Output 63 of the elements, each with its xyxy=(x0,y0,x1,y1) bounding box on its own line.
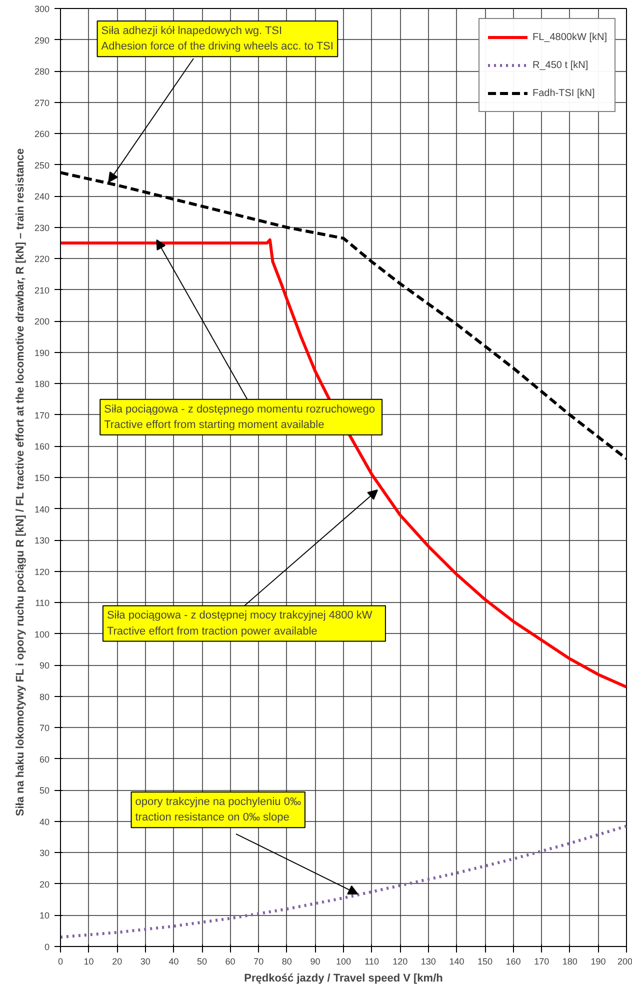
y-tick-label: 240 xyxy=(34,192,50,202)
y-tick-label: 0 xyxy=(44,942,50,952)
legend-label: R_450 t [kN] xyxy=(532,60,588,70)
x-tick-label: 140 xyxy=(449,956,464,966)
y-tick-label: 280 xyxy=(34,66,50,77)
x-tick-label: 70 xyxy=(254,956,264,966)
y-tick-label: 70 xyxy=(39,723,50,734)
y-tick-label: 140 xyxy=(34,504,50,514)
y-tick-label: 180 xyxy=(34,379,50,390)
x-tick-label: 60 xyxy=(225,956,236,966)
annotation: opory trakcyjne na pochyleniu 0‰ traction resistance on 0‰ slope xyxy=(135,796,301,824)
y-tick-label: 190 xyxy=(34,348,50,358)
y-tick-label: 260 xyxy=(34,129,50,140)
x-tick-label: 180 xyxy=(562,956,578,966)
x-tick-label: 160 xyxy=(506,956,521,966)
y-tick-label: 110 xyxy=(35,598,50,608)
x-tick-label: 80 xyxy=(282,956,292,966)
x-tick-label: 150 xyxy=(477,956,493,966)
y-tick-label: 170 xyxy=(34,410,50,420)
y-tick-label: 160 xyxy=(34,442,50,452)
y-tick-label: 90 xyxy=(39,660,50,671)
y-tick-label: 150 xyxy=(34,473,50,483)
annotation: Siła pociągowa - z dostępnego momentu rozruchowego Tractive effort from starting moment available xyxy=(104,403,376,431)
y-tick-label: 120 xyxy=(34,566,50,577)
y-tick-label: 290 xyxy=(34,35,50,46)
y-tick-label: 200 xyxy=(34,316,50,327)
y-tick-label: 20 xyxy=(39,879,50,890)
y-tick-label: 230 xyxy=(34,222,50,233)
x-tick-label: 20 xyxy=(112,956,122,966)
y-tick-label: 130 xyxy=(34,536,50,546)
annotation: Siła adhezji kół lnapedowych wg. TSI Adhesion force of the driving wheels acc. to TSI xyxy=(101,25,334,53)
x-tick-label: 40 xyxy=(168,956,179,966)
y-tick-label: 80 xyxy=(39,692,50,702)
y-tick-label: 210 xyxy=(34,285,50,296)
y-tick-label: 220 xyxy=(34,254,50,264)
x-tick-label: 0 xyxy=(58,956,64,966)
y-tick-label: 50 xyxy=(39,786,50,796)
x-tick-label: 110 xyxy=(364,956,379,966)
y-tick-label: 40 xyxy=(39,816,50,827)
line-series xyxy=(60,238,626,688)
y-tick-label: 100 xyxy=(34,629,50,640)
x-tick-label: 170 xyxy=(534,956,550,966)
x-tick-label: 50 xyxy=(196,956,208,966)
annotation: Siła pociągowa - z dostępnej mocy trakcyjnej 4800 kW Tractive effort from traction power available xyxy=(106,610,373,638)
legend-label: Fadh-TSI [kN] xyxy=(532,88,595,98)
y-tick-label: 30 xyxy=(39,848,50,858)
x-tick-label: 10 xyxy=(84,956,94,966)
y-tick-label: 270 xyxy=(34,98,50,108)
y-tick-label: 250 xyxy=(34,160,50,170)
x-tick-label: 30 xyxy=(140,956,150,966)
x-tick-label: 200 xyxy=(617,956,632,966)
y-axis-title: Siła na haku lokomotywy FL i opory ruchu pociągu R [kN] / FL tractive effort at the locomotive drawbar, R [kN] – train resistance xyxy=(14,148,26,816)
y-tick-label: 10 xyxy=(39,910,50,921)
line-series xyxy=(60,824,626,939)
legend-label: FL_4800kW [kN] xyxy=(532,32,607,42)
x-tick-label: 190 xyxy=(590,956,606,966)
y-tick-label: 300 xyxy=(34,4,50,14)
x-tick-label: 130 xyxy=(420,956,436,966)
y-tick-label: 60 xyxy=(39,754,50,764)
x-tick-label: 120 xyxy=(392,956,408,966)
x-tick-label: 90 xyxy=(310,956,320,966)
x-tick-label: 100 xyxy=(336,956,352,966)
x-axis-title: Prędkość jazdy / Travel speed V [km/h xyxy=(244,972,444,984)
